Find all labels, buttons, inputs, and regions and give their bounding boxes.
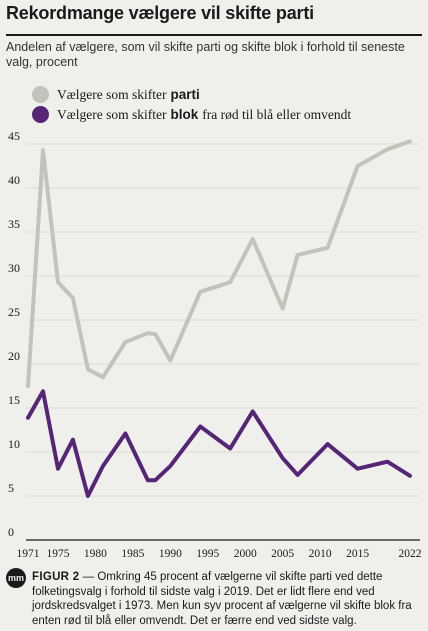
legend-label-blok-bold: blok <box>170 107 199 122</box>
legend-label-blok-plain: Vælgere som skifter <box>57 106 167 122</box>
y-tick-label: 25 <box>8 305 20 319</box>
legend-label-blok-tail: fra rød til blå eller omvendt <box>202 106 352 122</box>
y-tick-label: 35 <box>8 217 20 231</box>
x-tick-label: 2022 <box>399 548 422 560</box>
legend-swatch-blok <box>32 106 49 123</box>
chart-title: Rekordmange vælgere vil skifte parti <box>6 3 314 23</box>
x-tick-label: 1990 <box>159 548 182 560</box>
x-tick-label: 1971 <box>17 548 40 560</box>
series-line-parti <box>26 139 412 388</box>
line-chart: 0 5 10 15 20 25 30 35 40 45 1971 1975 1980 1985 1990 19… <box>8 130 422 560</box>
legend-item-parti: Vælgere som skifter parti <box>32 86 200 103</box>
x-tick-label: 1980 <box>84 548 107 560</box>
chart-subtitle: Andelen af vælgere, som vil skifte parti… <box>6 40 405 69</box>
series-line-blok <box>26 389 412 498</box>
legend-swatch-parti <box>32 86 49 103</box>
y-tick-label: 10 <box>8 437 20 451</box>
y-tick-label: 40 <box>8 173 20 187</box>
y-tick-label: 15 <box>8 393 20 407</box>
y-tick-label: 30 <box>8 261 20 275</box>
title-divider <box>6 34 422 36</box>
y-tick-label: 45 <box>8 130 20 143</box>
x-tick-label: 1995 <box>196 548 219 560</box>
y-tick-label: 0 <box>8 525 14 539</box>
figure-caption-text: — Omkring 45 procent af vælgerne vil ski… <box>32 571 412 627</box>
x-tick-label: 2015 <box>346 548 369 560</box>
y-tick-label: 5 <box>8 481 14 495</box>
legend-label-parti-bold: parti <box>170 87 200 102</box>
figure-label: FIGUR 2 <box>32 571 80 583</box>
x-tick-label: 2005 <box>271 548 294 560</box>
x-tick-label: 2010 <box>309 548 332 560</box>
x-tick-label: 2000 <box>234 548 257 560</box>
legend-item-blok: Vælgere som skifter blok fra rød til blå… <box>32 106 351 123</box>
x-tick-label: 1975 <box>46 548 69 560</box>
y-tick-label: 20 <box>8 349 20 363</box>
figure-caption: FIGUR 2 — Omkring 45 procent af vælgerne… <box>32 570 420 628</box>
publisher-logo: mm <box>6 568 26 588</box>
legend-label-parti-plain: Vælgere som skifter <box>57 86 167 102</box>
x-tick-label: 1985 <box>121 548 144 560</box>
